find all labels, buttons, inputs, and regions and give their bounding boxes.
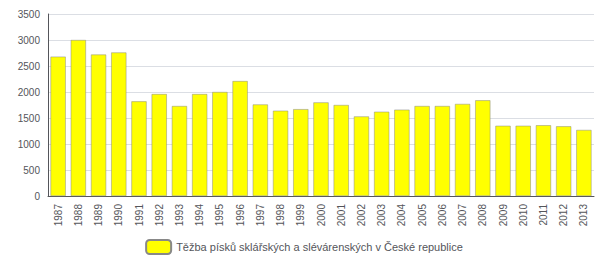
svg-text:2006: 2006	[437, 204, 448, 227]
svg-text:1994: 1994	[194, 204, 205, 227]
svg-text:1991: 1991	[134, 204, 145, 227]
svg-text:3000: 3000	[18, 35, 41, 46]
svg-text:2009: 2009	[498, 204, 509, 227]
svg-text:2500: 2500	[18, 61, 41, 72]
svg-text:2010: 2010	[518, 204, 529, 227]
svg-text:3500: 3500	[18, 9, 41, 20]
svg-text:2000: 2000	[18, 87, 41, 98]
svg-text:Těžba písků sklářských a slévá: Těžba písků sklářských a slévárenských v…	[176, 241, 463, 253]
svg-text:2013: 2013	[578, 204, 589, 227]
svg-text:2007: 2007	[457, 204, 468, 227]
svg-text:1989: 1989	[93, 204, 104, 227]
svg-text:1000: 1000	[18, 139, 41, 150]
svg-text:2000: 2000	[316, 204, 327, 227]
svg-text:1500: 1500	[18, 113, 41, 124]
svg-text:1988: 1988	[73, 204, 84, 227]
svg-text:500: 500	[23, 165, 40, 176]
svg-text:1995: 1995	[214, 204, 225, 227]
svg-text:2003: 2003	[376, 204, 387, 227]
svg-text:1987: 1987	[53, 204, 64, 227]
svg-text:1999: 1999	[295, 204, 306, 227]
svg-text:1993: 1993	[174, 204, 185, 227]
svg-text:1997: 1997	[255, 204, 266, 227]
svg-text:2004: 2004	[396, 204, 407, 227]
svg-text:2011: 2011	[538, 204, 549, 226]
svg-text:2012: 2012	[558, 204, 569, 227]
svg-text:2008: 2008	[477, 204, 488, 227]
svg-text:1992: 1992	[154, 204, 165, 227]
svg-text:1990: 1990	[113, 204, 124, 227]
svg-text:2002: 2002	[356, 204, 367, 227]
svg-text:1998: 1998	[275, 204, 286, 227]
svg-text:1996: 1996	[235, 204, 246, 227]
svg-text:2001: 2001	[336, 204, 347, 227]
svg-text:2005: 2005	[417, 204, 428, 227]
svg-text:0: 0	[34, 191, 40, 202]
